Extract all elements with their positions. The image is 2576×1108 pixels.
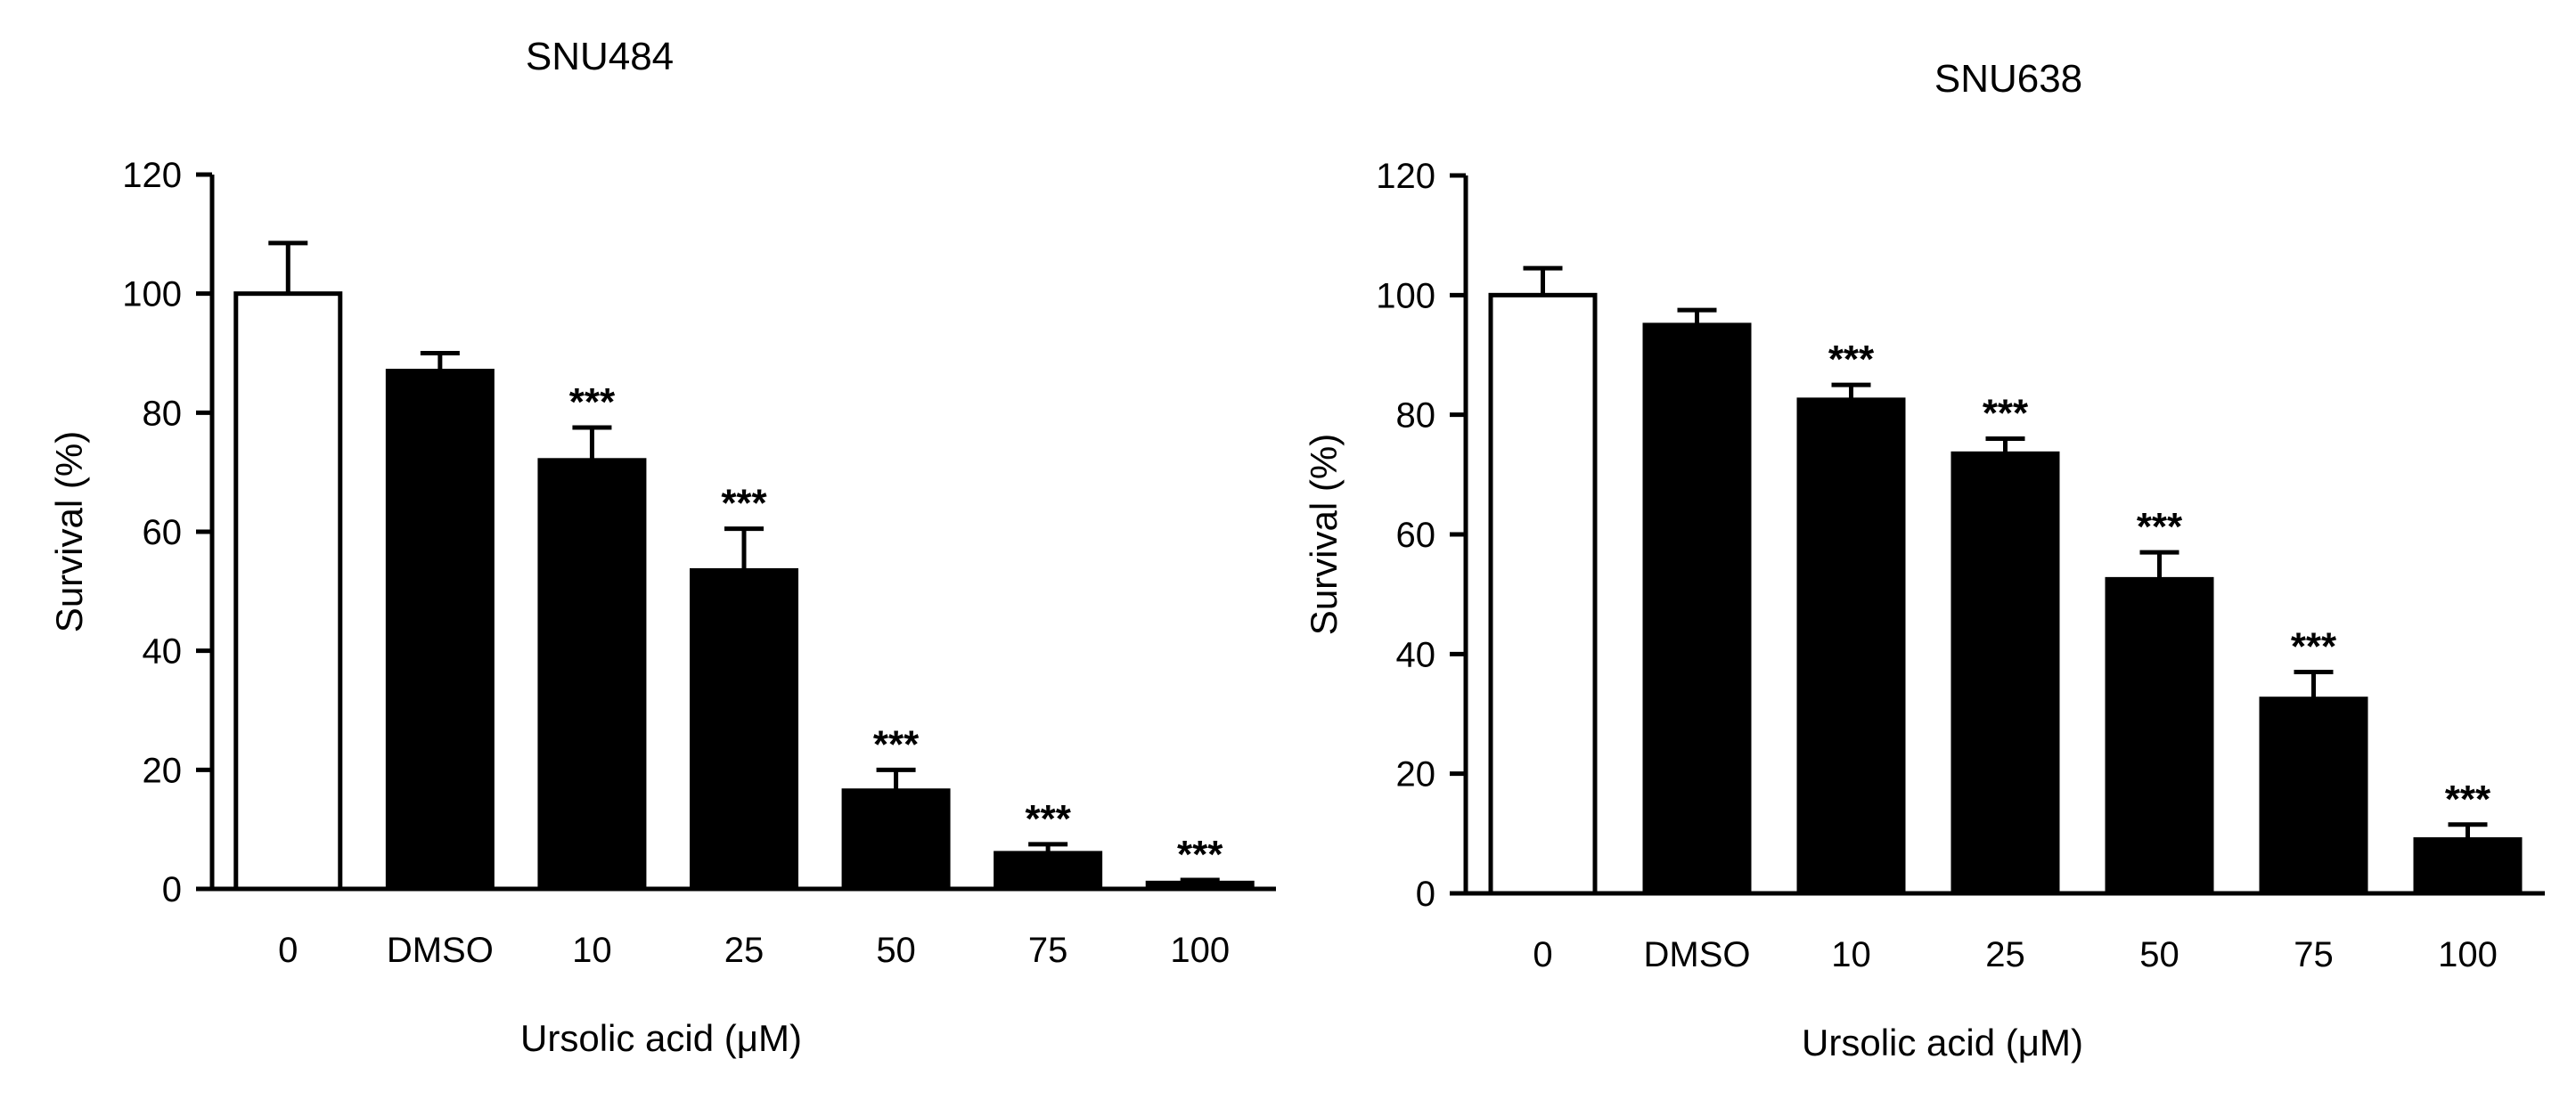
bar	[233, 291, 343, 892]
y-tick-label: 100	[1376, 276, 1435, 315]
x-axis-label: Ursolic acid (μM)	[1802, 1022, 2083, 1063]
y-tick-label: 80	[143, 394, 183, 433]
x-tick-label: DMSO	[387, 931, 494, 970]
x-axis-label: Ursolic acid (μM)	[520, 1017, 802, 1059]
y-tick-label: 40	[143, 632, 183, 672]
x-tick-label: 25	[1985, 935, 2025, 974]
bar	[1642, 322, 1752, 896]
bar	[690, 567, 798, 892]
x-tick-label: 50	[876, 931, 916, 970]
y-tick-label: 120	[122, 156, 182, 195]
bar	[841, 788, 951, 892]
significance-label: ***	[2137, 505, 2183, 549]
y-axis-label: Survival (%)	[1303, 434, 1345, 635]
x-tick-label: 0	[278, 931, 298, 970]
bar	[1950, 451, 2060, 896]
y-tick-label: 100	[122, 275, 182, 314]
y-tick-label: 40	[1396, 635, 1436, 674]
significance-label: ***	[1828, 338, 1875, 381]
significance-label: ***	[2291, 624, 2337, 668]
bar	[1488, 292, 1598, 896]
x-tick-label: 10	[1831, 935, 1871, 974]
x-tick-label: 0	[1533, 935, 1552, 974]
x-tick-label: 10	[572, 931, 612, 970]
y-tick-label: 0	[162, 870, 182, 909]
chart-panel-snu484: SNU484 Survival (%) Ursolic acid (μM) 0 2…	[48, 35, 1276, 1059]
chart-panel-snu638: SNU638 Survival (%) Ursolic acid (μM) 0 2…	[1303, 57, 2545, 1063]
x-tick-label: DMSO	[1644, 935, 1751, 974]
significance-label: ***	[569, 380, 616, 424]
significance-label: ***	[1983, 392, 2029, 436]
bar	[994, 851, 1103, 892]
chart-title: SNU484	[526, 35, 674, 78]
bar	[1796, 397, 1906, 896]
x-tick-label: 25	[724, 931, 765, 970]
y-tick-label: 20	[1396, 755, 1436, 794]
bar	[2259, 697, 2368, 896]
significance-label: ***	[1025, 797, 1071, 841]
bar	[2413, 837, 2523, 896]
x-tick-label: 75	[2294, 935, 2334, 974]
significance-label: ***	[1177, 833, 1223, 876]
x-tick-label: 100	[2438, 935, 2498, 974]
x-tick-label: 75	[1028, 931, 1068, 970]
bar	[385, 369, 495, 892]
y-tick-label: 20	[143, 751, 183, 790]
x-tick-label: 100	[1170, 931, 1230, 970]
significance-label: ***	[873, 722, 920, 766]
significance-label: ***	[2445, 778, 2491, 821]
bar	[2105, 576, 2214, 896]
y-tick-label: 120	[1376, 157, 1435, 196]
x-tick-label: 50	[2139, 935, 2179, 974]
y-axis-label: Survival (%)	[48, 431, 90, 632]
significance-label: ***	[721, 482, 767, 525]
y-tick-label: 0	[1416, 875, 1435, 914]
y-tick-label: 60	[143, 513, 183, 552]
y-tick-label: 80	[1396, 396, 1436, 436]
chart-title: SNU638	[1934, 57, 2082, 101]
bar	[1145, 880, 1255, 892]
y-tick-label: 60	[1396, 516, 1436, 555]
bar	[537, 458, 647, 892]
